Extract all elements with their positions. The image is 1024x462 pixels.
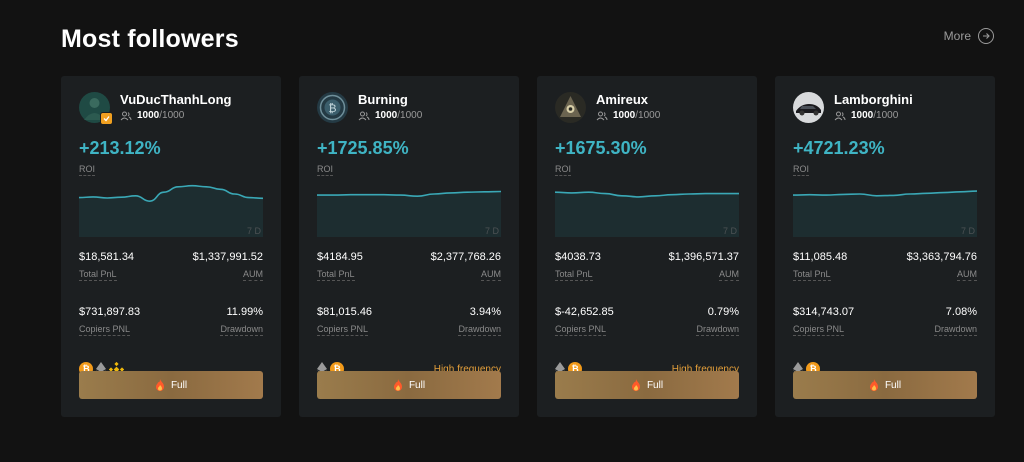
trader-card[interactable]: VuDucThanhLong 1000/1000 +213.12% ROI 7 … [61,76,281,417]
followers-count: 1000/1000 [120,109,231,122]
sparkline-area [317,191,501,237]
aum-label: AUM [481,269,501,281]
roi-label: ROI [79,164,96,176]
more-link[interactable]: More [944,28,994,44]
drawdown-label: Drawdown [934,324,977,336]
roi-label: ROI [317,164,334,176]
sparkline-chart: 7 D [793,179,977,237]
users-icon [358,111,370,120]
drawdown-label: Drawdown [458,324,501,336]
strategy-tag: High frequency [433,363,501,375]
drawdown-value: 11.99% [226,306,264,318]
aum-label: AUM [243,269,263,281]
fire-icon [869,379,878,391]
full-button[interactable]: Full [793,371,977,399]
total-pnl-value: $4184.95 [317,251,363,263]
total-pnl-value: $18,581.34 [79,251,135,263]
copiers-pnl-value: $731,897.83 [79,306,141,318]
aum-value: $1,337,991.52 [192,251,263,263]
trader-card[interactable]: ₿ Burning 1000/1000 +1725.85% ROI 7 D $4… [299,76,519,417]
total-pnl-label: Total PnL [793,269,831,281]
drawdown-value: 7.08% [945,306,977,318]
roi-value: +4721.23% [793,138,885,158]
aum-value: $2,377,768.26 [430,251,501,263]
sparkline-chart: 7 D [79,179,263,237]
copiers-pnl-label: Copiers PNL [793,324,845,336]
followers-count: 1000/1000 [358,109,422,122]
full-button-label: Full [646,379,664,391]
fire-icon [155,379,164,391]
full-button-label: Full [170,379,188,391]
aum-label: AUM [957,269,977,281]
drawdown-label: Drawdown [696,324,739,336]
users-icon [596,111,608,120]
svg-text:₿: ₿ [328,102,336,115]
total-pnl-label: Total PnL [317,269,355,281]
trader-card[interactable]: Lamborghini 1000/1000 +4721.23% ROI 7 D … [775,76,995,417]
aum-label: AUM [719,269,739,281]
sparkline-line [555,191,739,198]
full-button-label: Full [884,379,902,391]
verified-icon [100,111,113,125]
drawdown-label: Drawdown [220,324,263,336]
sparkline-area [79,185,263,237]
followers-count: 1000/1000 [596,109,660,122]
trader-name[interactable]: Lamborghini [834,92,913,107]
sparkline-line [317,190,501,198]
roi-value: +1675.30% [555,138,647,158]
drawdown-value: 3.94% [469,306,501,318]
copiers-pnl-value: $-42,652.85 [555,306,614,318]
period-label: 7 D [960,226,975,236]
arrow-right-icon [978,28,994,44]
sparkline-area [793,191,977,237]
page-title: Most followers [61,25,239,53]
users-icon [120,111,132,120]
trader-name[interactable]: VuDucThanhLong [120,92,232,107]
roi-value: +1725.85% [317,138,409,158]
sparkline-line [793,190,977,197]
period-label: 7 D [722,226,737,236]
avatar: ₿ [317,91,348,123]
sparkline-chart: 7 D [555,179,739,237]
trader-cards: VuDucThanhLong 1000/1000 +213.12% ROI 7 … [61,76,995,417]
total-pnl-value: $11,085.48 [793,251,848,263]
fire-icon [393,379,402,391]
copiers-pnl-value: $81,015.46 [317,306,373,318]
drawdown-value: 0.79% [707,306,739,318]
sparkline-line [79,184,263,203]
period-label: 7 D [246,226,261,236]
trader-name[interactable]: Burning [358,92,408,107]
copiers-pnl-label: Copiers PNL [79,324,131,336]
users-icon [834,111,846,120]
total-pnl-value: $4038.73 [555,251,601,263]
full-button-label: Full [408,379,426,391]
sparkline-area [555,192,739,237]
followers-count: 1000/1000 [834,109,913,122]
total-pnl-label: Total PnL [79,269,117,281]
full-button[interactable]: Full [555,371,739,399]
full-button[interactable]: Full [79,371,263,399]
trader-name[interactable]: Amireux [596,92,649,107]
roi-value: +213.12% [79,138,161,158]
avatar [793,91,824,123]
more-label: More [943,29,971,43]
avatar [555,91,586,123]
sparkline-chart: 7 D [317,179,501,237]
trader-card[interactable]: Amireux 1000/1000 +1675.30% ROI 7 D $403… [537,76,757,417]
copiers-pnl-label: Copiers PNL [555,324,607,336]
total-pnl-label: Total PnL [555,269,593,281]
period-label: 7 D [484,226,499,236]
roi-label: ROI [555,164,572,176]
strategy-tag: High frequency [671,363,739,375]
avatar [79,91,113,125]
copiers-pnl-value: $314,743.07 [793,306,855,318]
roi-label: ROI [793,164,810,176]
copiers-pnl-label: Copiers PNL [317,324,369,336]
full-button[interactable]: Full [317,371,501,399]
aum-value: $3,363,794.76 [906,251,977,263]
fire-icon [631,379,640,391]
aum-value: $1,396,571.37 [668,251,739,263]
